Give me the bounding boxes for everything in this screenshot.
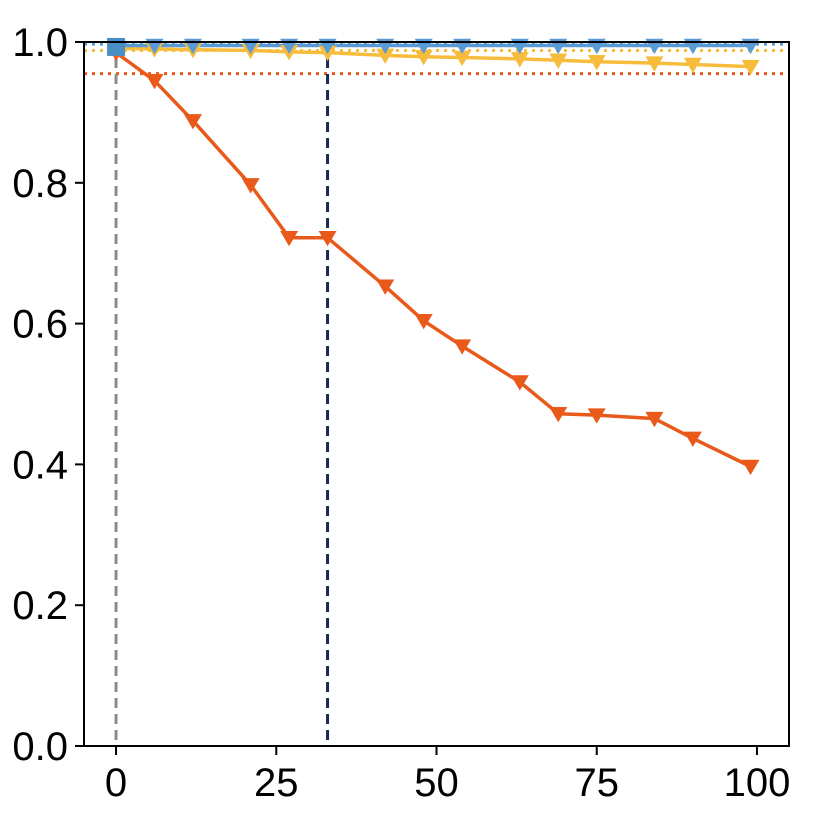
data-point-s0-3 [241, 178, 260, 194]
data-point-s0-7 [414, 314, 433, 330]
y-tick-label: 0.0 [12, 725, 68, 769]
data-point-s0-14 [741, 459, 760, 476]
data-point-s0-13 [683, 431, 702, 447]
x-tick-label: 25 [254, 761, 299, 805]
data-point-s0-1 [145, 73, 164, 90]
reference-lines [84, 42, 789, 746]
data-point-s1-7 [414, 50, 433, 66]
data-point-s1-9 [510, 52, 529, 68]
y-tick-label: 1.0 [12, 21, 68, 65]
y-tick-label: 0.8 [12, 162, 68, 206]
x-tick-label: 100 [724, 761, 791, 805]
x-tick-label: 50 [414, 761, 459, 805]
y-tick-label: 0.6 [12, 303, 68, 347]
series-layer [114, 43, 752, 469]
data-point-s0-12 [645, 411, 664, 428]
x-tick-label: 0 [105, 761, 127, 805]
data-point-s0-6 [376, 279, 395, 295]
y-tick-label: 0.2 [12, 584, 68, 628]
data-point-s0-4 [280, 230, 299, 247]
plot-frame [83, 41, 790, 747]
x-axis: 0 25 50 75 100 [105, 746, 790, 805]
data-point-s0-11 [587, 408, 606, 424]
data-point-s1-8 [453, 50, 472, 67]
y-tick-label: 0.4 [12, 443, 68, 487]
data-point-s0-8 [453, 339, 472, 355]
data-point-s1-12 [645, 56, 664, 72]
start-marker [107, 37, 126, 56]
data-point-s0-5 [318, 230, 337, 247]
x-tick-label: 75 [574, 761, 619, 805]
series-line-0 [114, 51, 752, 469]
data-point-s1-13 [683, 57, 702, 74]
markers-layer [107, 37, 760, 476]
data-point-s0-10 [549, 406, 568, 423]
data-point-s1-10 [549, 53, 568, 69]
data-point-s0-9 [510, 375, 529, 391]
data-point-s0-2 [183, 114, 202, 130]
data-point-s1-11 [587, 54, 606, 71]
y-axis: 0.0 0.2 0.4 0.6 0.8 1.0 [12, 21, 84, 769]
data-point-s1-6 [376, 48, 395, 64]
data-point-s1-14 [741, 59, 760, 76]
